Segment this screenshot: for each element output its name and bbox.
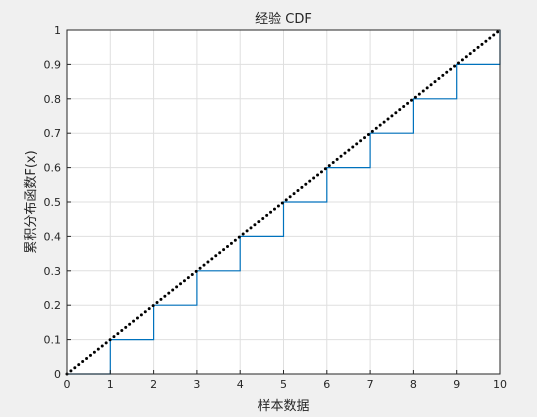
y-tick-label: 0.2	[44, 299, 62, 312]
tick-marks	[66, 29, 501, 375]
y-tick-label: 0.5	[44, 196, 62, 209]
series-layer	[65, 28, 502, 376]
y-tick-label: 0.1	[44, 334, 62, 347]
x-tick-labels: 0 1 2 3 4 5 6 7 8 9 10	[64, 378, 508, 391]
y-axis-title: 累积分布函数F(x)	[24, 150, 39, 253]
y-tick-label: 0.7	[44, 127, 62, 140]
empirical-cdf-stairs	[67, 30, 501, 375]
x-tick-label: 5	[280, 378, 287, 391]
y-tick-label: 0.6	[44, 162, 62, 175]
x-tick-label: 10	[493, 378, 507, 391]
y-tick-labels: 0 0.1 0.2 0.3 0.4 0.5 0.6 0.7 0.8 0.9 1	[44, 24, 62, 381]
x-tick-label: 9	[453, 378, 460, 391]
x-tick-label: 4	[237, 378, 244, 391]
x-tick-label: 6	[323, 378, 330, 391]
y-tick-label: 0.3	[44, 265, 62, 278]
x-tick-label: 1	[107, 378, 114, 391]
x-tick-label: 7	[367, 378, 374, 391]
chart-title: 经验 CDF	[255, 11, 312, 27]
y-tick-label: 0.9	[44, 58, 62, 71]
y-tick-label: 0.4	[44, 230, 62, 243]
x-tick-label: 8	[410, 378, 417, 391]
x-tick-label: 3	[193, 378, 200, 391]
x-tick-label: 0	[64, 378, 71, 391]
y-tick-label: 1	[54, 24, 61, 37]
x-tick-label: 2	[150, 378, 157, 391]
x-axis-title: 样本数据	[257, 399, 309, 414]
reference-cdf-line	[65, 28, 502, 376]
y-tick-label: 0.8	[44, 93, 62, 106]
y-tick-label: 0	[54, 368, 61, 381]
